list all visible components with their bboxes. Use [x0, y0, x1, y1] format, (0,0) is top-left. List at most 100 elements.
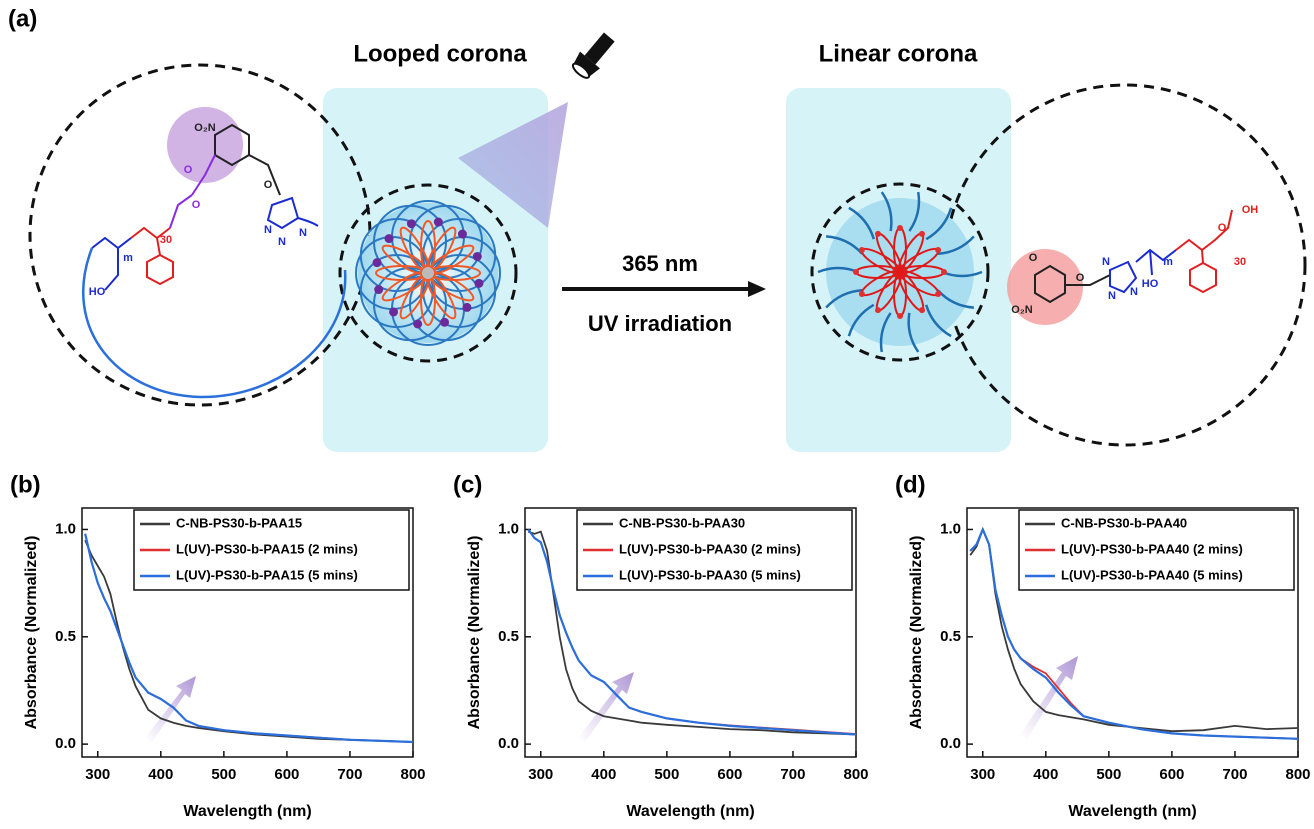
y-axis-label: Absorbance (Normalized) — [23, 536, 40, 730]
scheme-title: Linear corona — [819, 40, 978, 67]
x-tick-label: 700 — [337, 766, 362, 783]
dot — [384, 234, 394, 244]
atom-label: N — [1130, 286, 1138, 298]
dot — [853, 269, 859, 275]
atom-label: O — [1218, 222, 1227, 234]
linear-micelle — [817, 191, 983, 353]
chain — [880, 191, 893, 232]
atom-label: N — [1108, 290, 1116, 302]
x-tick-label: 500 — [1096, 766, 1121, 783]
x-tick-label: 300 — [528, 766, 553, 783]
loop — [409, 204, 483, 279]
dot — [374, 285, 384, 295]
atom-label: m — [1163, 256, 1173, 268]
trend-arrow — [1020, 656, 1078, 739]
y-tick-label: 1.0 — [55, 520, 76, 537]
y-tick-label: 0.5 — [55, 628, 76, 645]
y-tick-label: 0.5 — [940, 628, 961, 645]
legend-label: C-NB-PS30-b-PAA15 — [176, 515, 302, 530]
y-tick-label: 0.0 — [940, 735, 961, 752]
x-tick-label: 800 — [1285, 766, 1310, 783]
chain — [924, 304, 952, 338]
y-axis-label: Absorbance (Normalized) — [908, 536, 925, 730]
dot — [457, 229, 467, 239]
legend-label: L(UV)-PS30-b-PAA15 (5 mins) — [176, 567, 358, 582]
legend-label: C-NB-PS30-b-PAA30 — [619, 515, 745, 530]
dot — [935, 291, 942, 297]
dot — [919, 307, 925, 314]
x-tick-label: 800 — [400, 766, 425, 783]
dot — [858, 291, 865, 297]
plot-frame — [524, 507, 857, 758]
atom-label: N — [299, 227, 307, 239]
y-axis-label: Absorbance (Normalized) — [466, 536, 483, 730]
dot — [472, 251, 482, 261]
x-axis-label: Wavelength (nm) — [1068, 803, 1196, 820]
series-line — [84, 533, 414, 744]
x-tick-label: 400 — [591, 766, 616, 783]
x-tick-label: 600 — [274, 766, 299, 783]
dot — [897, 225, 903, 231]
arrow-label: UV irradiation — [588, 311, 732, 336]
legend-box — [133, 509, 410, 591]
highlight — [1007, 249, 1083, 325]
atom-label: HO — [89, 286, 106, 298]
x-tick-label: 800 — [843, 766, 868, 783]
legend-label: L(UV)-PS30-b-PAA40 (5 mins) — [1061, 567, 1243, 582]
legend-label: L(UV)-PS30-b-PAA30 (5 mins) — [619, 567, 801, 582]
panel-label: (b) — [10, 471, 41, 498]
x-tick-label: 500 — [654, 766, 679, 783]
looped-micelle — [355, 200, 501, 346]
chain — [847, 303, 875, 337]
torch — [571, 32, 615, 79]
plot-frame — [81, 507, 414, 758]
structure — [82, 123, 347, 399]
atom-label: O — [184, 164, 193, 176]
y-tick-label: 0.5 — [498, 628, 519, 645]
atom-label: N — [278, 236, 286, 248]
x-tick-label: 700 — [1222, 766, 1247, 783]
dot — [413, 319, 423, 329]
dot — [440, 317, 450, 327]
atom-label: O — [1076, 272, 1085, 284]
atom-label: 30 — [1234, 256, 1246, 268]
legend-label: L(UV)-PS30-b-PAA30 (2 mins) — [619, 541, 801, 556]
highlight — [167, 107, 243, 183]
atom-label: N — [1102, 256, 1110, 268]
arrow-label: 365 nm — [622, 251, 698, 276]
dot — [875, 307, 881, 314]
atom-label: O — [192, 199, 201, 211]
dot — [897, 313, 903, 319]
series-line — [527, 528, 857, 736]
panel-label: (c) — [453, 471, 482, 498]
atom-label: O — [264, 179, 273, 191]
x-tick-label: 300 — [85, 766, 110, 783]
structure — [1034, 209, 1233, 304]
dot — [389, 307, 399, 317]
atom-label: N — [264, 224, 272, 236]
trend-arrow — [578, 672, 634, 742]
x-tick-label: 300 — [970, 766, 995, 783]
chain — [907, 312, 920, 353]
x-tick-label: 400 — [1033, 766, 1058, 783]
legend-label: L(UV)-PS30-b-PAA40 (2 mins) — [1061, 541, 1243, 556]
y-tick-label: 0.0 — [498, 735, 519, 752]
chain — [825, 288, 863, 309]
chain — [925, 207, 953, 241]
dot — [462, 302, 472, 312]
x-tick-label: 600 — [1159, 766, 1184, 783]
series-line — [527, 530, 857, 736]
chain — [908, 191, 921, 232]
y-tick-label: 1.0 — [940, 520, 961, 537]
scheme-title: Looped corona — [353, 40, 527, 67]
dot — [433, 217, 443, 227]
atom-label: OH — [1242, 204, 1259, 216]
x-tick-label: 400 — [148, 766, 173, 783]
center — [422, 267, 434, 279]
light-cone — [458, 102, 568, 228]
legend-label: C-NB-PS30-b-PAA40 — [1061, 515, 1187, 530]
dot — [474, 278, 484, 288]
arrow-head — [748, 281, 766, 297]
atom-label: O — [1029, 252, 1038, 264]
